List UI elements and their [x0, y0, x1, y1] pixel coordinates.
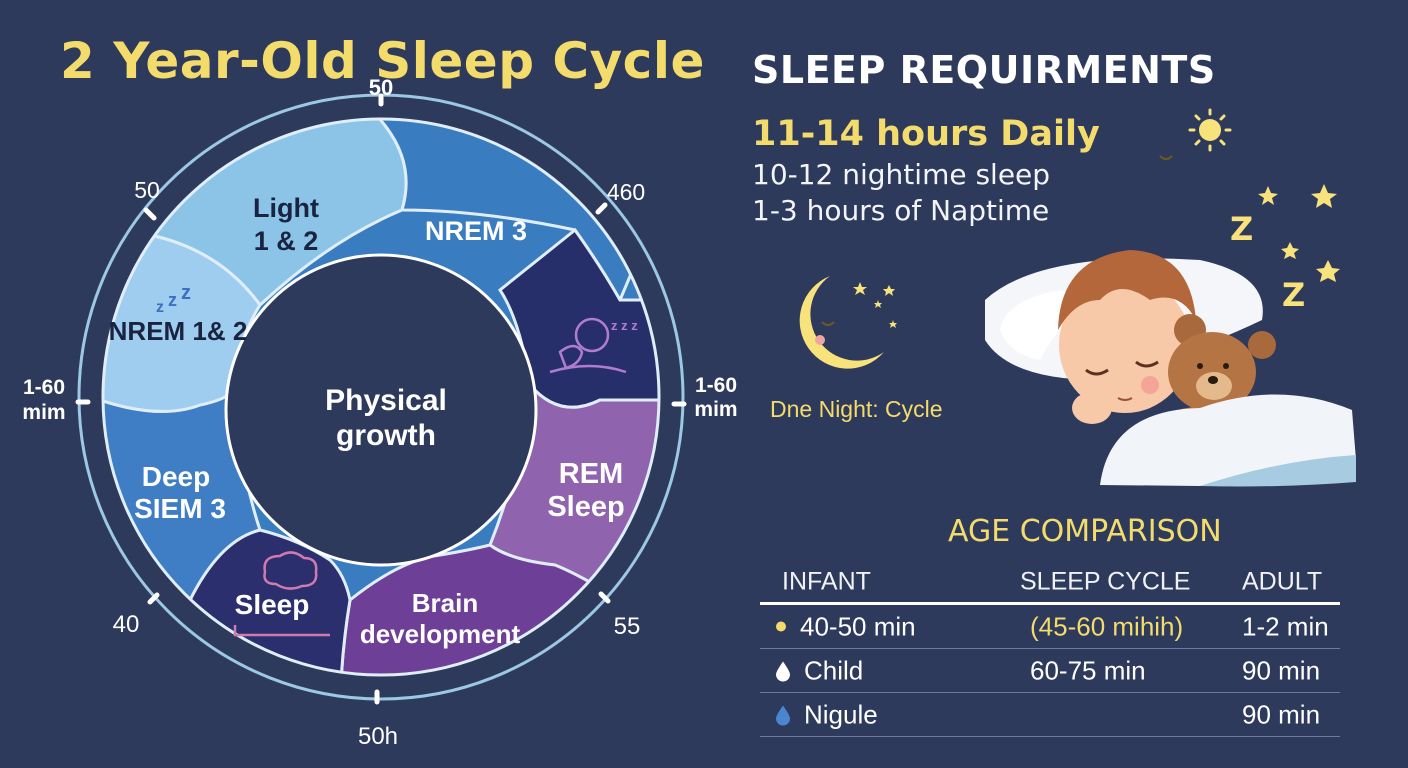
table-row: Nigule 90 min [760, 693, 1340, 737]
yellow-dot-icon [776, 621, 786, 632]
tick-label-right-line2: mim [694, 398, 737, 421]
row-cycle-value: (45-60 mihih) [1030, 611, 1184, 641]
requirements-title: SLEEP REQUIRMENTS [752, 48, 1216, 92]
header-infant: INFANT [782, 567, 871, 596]
requirements-night: 10-12 nightime sleep [752, 158, 1051, 191]
svg-text:z: z [156, 299, 164, 316]
requirements-nap: 1-3 hours of Naptime [752, 194, 1050, 227]
row-infant-value: 40-50 min [800, 611, 916, 641]
tick-label-right-line1: 1-60 [695, 374, 737, 397]
row-infant-value: Child [804, 655, 864, 685]
row-adult-value: 1-2 min [1242, 611, 1329, 641]
svg-text:Z: Z [1230, 210, 1253, 248]
tick-top-left [143, 207, 157, 221]
age-comparison-table: INFANT SLEEP CYCLE ADULT 40-50 min (45-6… [760, 562, 1340, 737]
night-cycle-caption: Dne Night: Cycle [770, 396, 943, 422]
row-adult-value: 90 min [1242, 655, 1321, 685]
svg-text:z: z [168, 290, 177, 310]
center-circle [224, 253, 538, 567]
tick-label-left-line1: 1-60 [23, 376, 65, 399]
tick-marks [75, 93, 687, 705]
thought-bubble-icon [233, 551, 330, 637]
segment-label-brain-line2: development [360, 619, 521, 649]
segment-label-nrem3: NREM 3 [425, 216, 527, 246]
header-adult: ADULT [1242, 567, 1323, 596]
segment-label-light-line1: Light [253, 193, 319, 223]
white-drop-icon [776, 661, 790, 682]
table-header: INFANT SLEEP CYCLE ADULT [760, 562, 1340, 605]
stars-icon [1258, 184, 1340, 282]
tick-label-bottom-right: 55 [614, 613, 641, 640]
tick-label-top: 50 [369, 75, 393, 100]
segment-label-light-line2: 1 & 2 [254, 226, 319, 256]
segment-label-sleep: Sleep [235, 589, 310, 620]
crescent-moon-icon [1155, 118, 1214, 192]
tick-label-bottom-left: 40 [113, 611, 140, 638]
segment-label-rem-line2: Sleep [547, 491, 624, 523]
header-sleep-cycle: SLEEP CYCLE [1020, 567, 1191, 596]
tick-label-top-right: 460 [607, 179, 645, 205]
age-comparison-title: AGE COMPARISON [948, 514, 1222, 549]
tick-label-left-line2: mim [22, 401, 65, 424]
segment-label-deep-line2: SIEM 3 [134, 493, 226, 524]
center-label-line2: growth [336, 419, 436, 452]
table-row: 40-50 min (45-60 mihih) 1-2 min [760, 605, 1340, 649]
segment-label-deep-line1: Deep [142, 461, 210, 492]
svg-text:z z z: z z z [611, 318, 638, 333]
tick-top-right [595, 202, 608, 215]
tick-label-top-left: 50 [134, 177, 160, 203]
segment-label-rem-line1: REM [559, 458, 623, 490]
svg-text:z: z [181, 282, 191, 304]
segment-label-nrem12: NREM 1& 2 [109, 316, 248, 346]
row-cycle-value: 60-75 min [1030, 655, 1146, 685]
sleeping-child-illustration [985, 250, 1356, 487]
sun-icon [1188, 108, 1232, 152]
sleeping-child-icon: z z z [549, 317, 638, 374]
segment-label-brain-line1: Brain [412, 588, 478, 618]
blue-drop-icon [776, 705, 790, 726]
tick-bottom-right [598, 591, 611, 604]
moon-face-icon [799, 276, 897, 369]
svg-text:Z: Z [1282, 276, 1305, 314]
sleep-cycle-diagram: Light 1 & 2 Light 1 & 2 NREM 3 REM Sleep… [22, 75, 737, 750]
requirements-hours: 11-14 hours Daily [752, 114, 1100, 154]
row-adult-value: 90 min [1242, 699, 1321, 729]
page-title: 2 Year-Old Sleep Cycle [60, 32, 705, 90]
zz-icon: Z Z [1230, 210, 1305, 314]
tick-bottom-left [147, 592, 160, 605]
row-infant-value: Nigule [804, 699, 878, 729]
tick-label-bottom: 50h [358, 723, 398, 750]
zzz-icon: z z z [156, 282, 191, 316]
center-label-line1: Physical [325, 384, 447, 417]
table-row: Child 60-75 min 90 min [760, 649, 1340, 693]
